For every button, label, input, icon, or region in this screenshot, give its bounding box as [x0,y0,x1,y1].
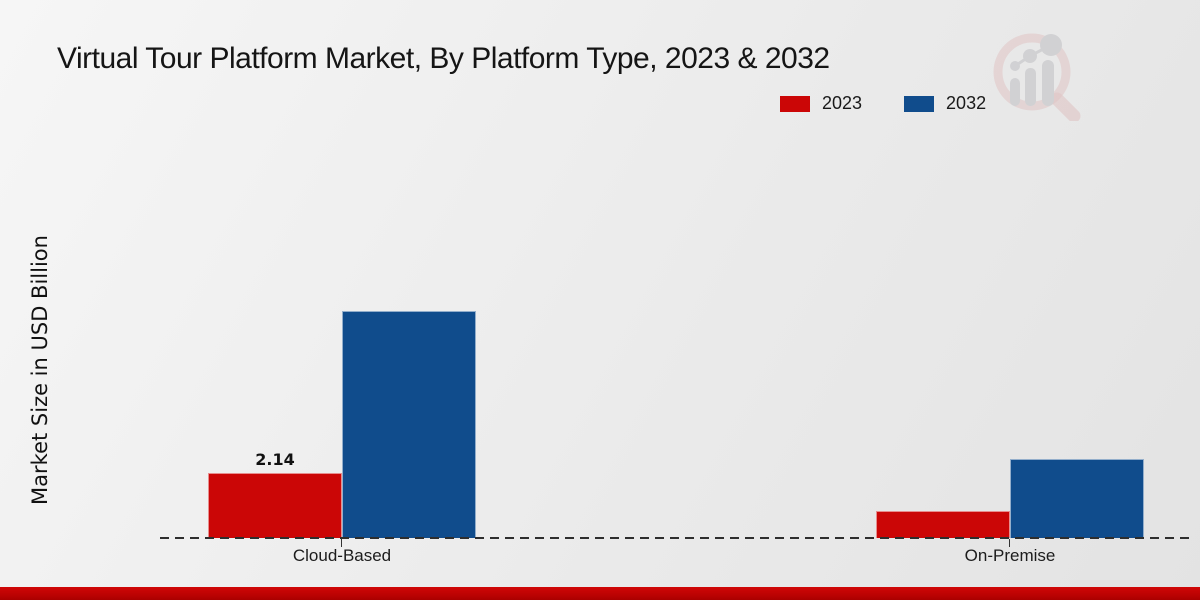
bar-on-premise-2023 [876,511,1010,538]
category-label-on-premise: On-Premise [964,546,1056,565]
legend: 2023 2032 [780,93,986,114]
legend-label-2032: 2032 [946,93,987,113]
bar-group-cloud-based [208,311,476,538]
x-tick-cloud-based [341,539,342,547]
mrfr-logo-watermark [993,33,1081,121]
bar-value-label: 2.14 [255,450,295,469]
legend-label-2023: 2023 [822,93,863,113]
footer-accent-bar [0,587,1200,600]
legend-item-2032: 2032 [904,93,986,114]
legend-swatch-2023 [780,95,810,112]
x-tick-on-premise [1009,539,1010,547]
plot-area: 2.14 [0,269,1200,547]
bar-group-on-premise [876,459,1144,538]
x-axis-dashed-baseline [160,537,1192,539]
chart-title: Virtual Tour Platform Market, By Platfor… [57,42,830,75]
bar-cloud-based-2023 [208,473,342,538]
category-label-cloud-based: Cloud-Based [292,546,392,565]
bar-on-premise-2032 [1010,459,1144,538]
bar-cloud-based-2032 [342,311,476,538]
legend-swatch-2032 [904,95,935,112]
legend-item-2023: 2023 [780,93,862,114]
